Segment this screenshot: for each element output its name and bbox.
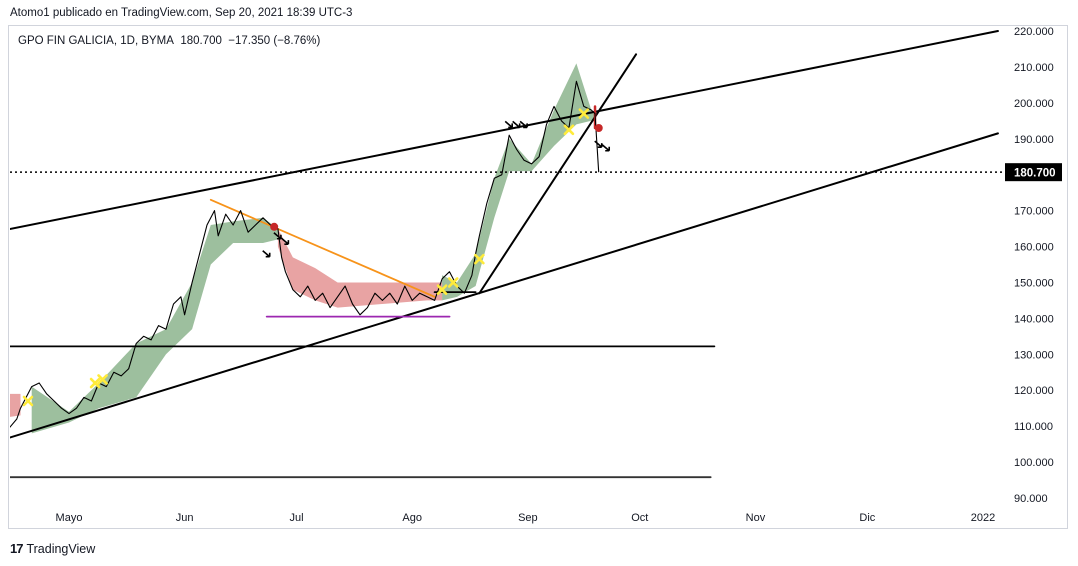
drawing-layer — [10, 30, 999, 479]
arrow-marker-5 — [519, 120, 528, 129]
y-tick-label: 220.000 — [1014, 26, 1054, 38]
x-tick-label: Jun — [176, 512, 194, 524]
trendline-1 — [10, 132, 999, 439]
change-value: −17.350 (−8.76%) — [228, 35, 321, 47]
tradingview-logo-icon: 17 — [10, 541, 24, 556]
buy-signal-3-mark — [436, 284, 448, 295]
x-tick-label: Jul — [290, 512, 304, 524]
y-tick-label: 210.000 — [1014, 62, 1054, 74]
cloud-bull-1 — [442, 63, 596, 301]
arrow-marker-1 — [280, 237, 290, 245]
x-tick-label: Mayo — [56, 512, 83, 524]
chart-frame[interactable] — [8, 25, 1068, 529]
tradingview-brand[interactable]: 17 TradingView — [10, 541, 95, 556]
buy-signal-7 — [578, 108, 590, 119]
y-tick-label: 100.000 — [1014, 457, 1054, 469]
buy-signal-0 — [22, 395, 34, 407]
buy-signal-7-mark — [578, 108, 590, 119]
trendline-2 — [478, 53, 638, 295]
buy-signal-6 — [563, 124, 575, 136]
y-tick-label: 190.000 — [1014, 134, 1054, 146]
x-axis: Mayo Jun Jul Ago Sep Oct Nov Dic 2022 — [56, 512, 996, 524]
arrow-marker-3 — [504, 120, 514, 129]
buy-signal-4-mark — [447, 277, 459, 288]
x-tick-label: Oct — [631, 512, 648, 524]
buy-signal-2 — [97, 374, 108, 385]
buy-signal-1-mark — [89, 377, 101, 389]
x-tick-label: Nov — [746, 512, 766, 524]
arrow-marker-0 — [273, 232, 282, 240]
y-tick-label: 90.000 — [1014, 493, 1048, 505]
buy-signal-3 — [436, 284, 448, 295]
y-tick-label: 110.000 — [1014, 421, 1053, 433]
y-tick-label: 150.000 — [1014, 277, 1054, 289]
x-tick-label: Sep — [518, 512, 538, 524]
y-tick-label: 160.000 — [1014, 242, 1054, 254]
buy-signal-1 — [89, 377, 101, 389]
last-price-badge — [1005, 163, 1062, 182]
x-tick-label: Dic — [859, 512, 875, 524]
cloud-bear-1 — [277, 228, 443, 308]
arrow-marker-4 — [512, 120, 521, 129]
price-series — [10, 80, 600, 428]
price-line — [10, 80, 600, 428]
arrow-marker-7 — [601, 144, 611, 152]
last-price-label: 180.700 — [1014, 168, 1056, 180]
buy-signal-6-mark — [563, 124, 575, 136]
x-tick-label: 2022 — [971, 512, 995, 524]
y-tick-label: 120.000 — [1014, 385, 1054, 397]
y-tick-label: 170.000 — [1014, 206, 1054, 218]
cloud-bull-0 — [31, 217, 278, 434]
signal-markers — [22, 108, 611, 407]
buy-signal-4 — [447, 277, 459, 288]
last-value: 180.700 — [180, 35, 222, 47]
publisher-header: Atomo1 publicado en TradingView.com, Sep… — [10, 7, 353, 19]
arrow-marker-6 — [594, 140, 603, 148]
brand-name: TradingView — [26, 541, 96, 556]
sell-dot-0 — [270, 222, 279, 231]
trendline-3 — [209, 198, 436, 298]
y-axis: 90.000 100.000 110.000 120.000 130.000 140.00… — [1005, 26, 1062, 505]
symbol-legend: GPO FIN GALICIA, 1D, BYMA 180.700 −17.35… — [18, 35, 320, 47]
y-tick-label: 200.000 — [1014, 98, 1054, 110]
buy-signal-5-mark — [474, 253, 485, 265]
buy-signal-2-mark — [97, 374, 108, 385]
x-tick-label: Ago — [402, 512, 422, 524]
trendline-0 — [10, 30, 999, 231]
symbol-name: GPO FIN GALICIA, 1D, BYMA — [18, 35, 174, 47]
sell-dot-1 — [594, 123, 603, 132]
buy-signal-5 — [474, 253, 485, 265]
arrow-marker-2 — [262, 250, 271, 258]
buy-signal-0-mark — [22, 395, 34, 407]
cloud-bear-0 — [10, 393, 21, 417]
y-tick-label: 130.000 — [1014, 349, 1054, 361]
ichimoku-clouds — [10, 63, 596, 434]
y-tick-label: 140.000 — [1014, 313, 1054, 325]
